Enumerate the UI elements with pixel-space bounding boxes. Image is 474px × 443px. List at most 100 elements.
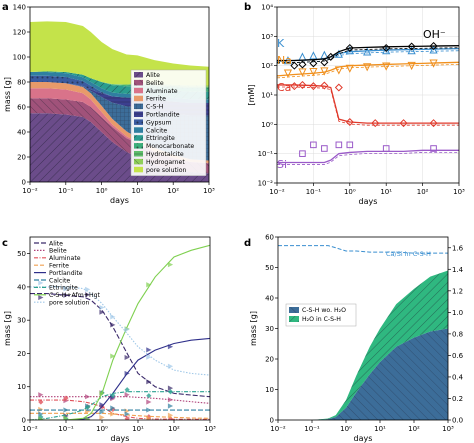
point-na (382, 62, 391, 71)
panel-d-legend: C-S-H wo. H₂O H₂O in C-S-H (285, 303, 357, 327)
point-belite (124, 392, 130, 398)
panel-b: 10⁻² 10⁻¹ 10⁰ 10¹ 10² 10³ 10⁴ 10⁻² 10⁻¹ 10⁰ 10¹ 10²… (247, 4, 465, 207)
point-ferrite (38, 406, 44, 412)
point-ettringite (124, 387, 130, 393)
point-belite (146, 399, 152, 405)
panel-a-label: a (2, 2, 9, 13)
point-alite (146, 379, 152, 385)
point-aluminate (167, 416, 174, 420)
legend-label-hydrogarnet: Hydrogarnet (146, 159, 185, 166)
point-calcite (63, 407, 69, 413)
point-alite (85, 292, 91, 298)
point-pore-solution (146, 354, 152, 360)
panel-d-y2tick-label: 0.8 (452, 330, 463, 338)
panel-a-frame (29, 6, 210, 183)
area-gypsum-hatch (30, 75, 209, 103)
point-ferrite (167, 412, 174, 418)
point-na (309, 67, 318, 77)
panel-b-xtick-label: 10¹ (380, 188, 392, 196)
point-alite (38, 294, 44, 301)
point-aluminate (146, 414, 152, 420)
area-csh-hatch (278, 328, 448, 420)
point-c-s-h-afm-hgt (99, 390, 105, 396)
panel-c: 0 10 20 30 40 50 10⁻² 10⁻¹ 10⁰ 10¹ 10² 10³ days mass … (3, 236, 216, 443)
point-belite (85, 394, 91, 400)
area-belite-hatch (30, 98, 209, 174)
casi-label: Ca/Si in C-S-H (386, 250, 431, 258)
panel-b-ytick-label: 10⁻² (258, 180, 274, 188)
panel-a-ytick-label: 100 (13, 54, 26, 62)
panel-a-ytick-label: 60 (17, 104, 26, 112)
point-na (334, 66, 343, 75)
panel-d-xtick-label: 10³ (442, 425, 454, 433)
legend-label-csh: C-S-H wo. H₂O (302, 307, 346, 314)
point-calcite (124, 411, 130, 417)
panel-c-ylabel: mass [g] (3, 311, 12, 346)
point-pore-solution (38, 280, 44, 286)
panel-b-ytick-label: 10⁴ (261, 4, 273, 12)
panel-b-xtick-label: 10² (417, 188, 429, 196)
species-label-oh: OH⁻ (423, 28, 446, 41)
panel-c-ytick-label: 10 (17, 383, 26, 391)
legend-label-c-s-h-afm-hgt: C-S-H+Afm+Hgt (49, 292, 101, 299)
panel-a: 0 20 40 60 80 100 120 140 10⁻² 10⁻¹ 10⁰ 10¹ 10² 10³ da… (3, 4, 215, 206)
line-ca-alt (277, 86, 459, 126)
point-ca (399, 119, 408, 128)
panel-a-ytick-label: 140 (13, 4, 26, 12)
panel-d-xtick-label: 10⁰ (340, 425, 352, 433)
point-k (363, 47, 372, 56)
legend-label-ettringite: Ettringite (146, 135, 175, 142)
point-pore-solution (124, 326, 130, 333)
legend-swatch-belite-hatch (134, 79, 143, 86)
point-pore-solution (63, 286, 69, 292)
panel-c-xtick-label: 10⁻² (22, 425, 38, 433)
panel-c-frame (29, 236, 211, 421)
point-k (334, 49, 343, 58)
point-calcite (38, 411, 44, 417)
point-si (335, 141, 343, 149)
panel-b-xtick-label: 10⁰ (344, 188, 356, 196)
panel-a-xlabel: days (110, 196, 129, 205)
area-aluminate (30, 88, 209, 164)
point-ca (345, 118, 354, 127)
panel-d-y2tick-label: 1.4 (452, 266, 464, 274)
point-alite (124, 354, 130, 361)
panel-a-xtick-label: 10¹ (132, 187, 144, 195)
legend-label-hydrotalcite: Hydrotalcite (146, 151, 184, 158)
panel-a-xtick-label: 10⁻¹ (58, 187, 74, 195)
legend-label-calcite: Calcite (49, 277, 70, 284)
legend-label-c-s-h: C-S-H (146, 104, 164, 111)
area-hydrotalcite-hatch (30, 71, 209, 88)
panel-c-xtick-label: 10⁰ (96, 425, 108, 433)
point-oh (382, 43, 391, 53)
legend-swatch-gypsum-hatch (134, 119, 143, 125)
point-ca (429, 119, 438, 128)
panel-d-y2tick-label: 0.6 (452, 352, 464, 360)
legend-swatch-csh-hatch (289, 307, 299, 313)
point-alite (167, 385, 174, 391)
panel-b-ytick-label: 10¹ (261, 92, 273, 100)
point-ferrite (110, 411, 116, 417)
point-aluminate (63, 395, 69, 401)
point-oh (345, 43, 354, 53)
panel-c-xtick-label: 10⁻¹ (58, 425, 74, 433)
point-belite (38, 392, 44, 398)
legend-label-portlandite: Portlandite (49, 270, 83, 277)
species-label-na: Na (277, 54, 292, 67)
point-c-s-h-afm-hgt (110, 353, 116, 359)
legend-swatch-monocarbonate-hatch (134, 143, 143, 149)
legend-label-belite: Belite (146, 80, 164, 87)
legend-swatch-ferrite (134, 95, 143, 102)
point-oh (429, 41, 438, 50)
panel-a-ytick-label: 120 (13, 29, 26, 37)
point-si (346, 141, 354, 149)
point-aluminate (124, 416, 130, 420)
panel-c-xtick-label: 10³ (204, 425, 216, 433)
legend-label-ferrite: Ferrite (146, 96, 166, 103)
point-alite (110, 322, 116, 328)
point-oh (290, 61, 299, 70)
legend-label-water: H₂O in C-S-H (302, 316, 341, 323)
point-na (345, 64, 354, 73)
point-na (407, 61, 416, 71)
point-oh (309, 59, 318, 68)
